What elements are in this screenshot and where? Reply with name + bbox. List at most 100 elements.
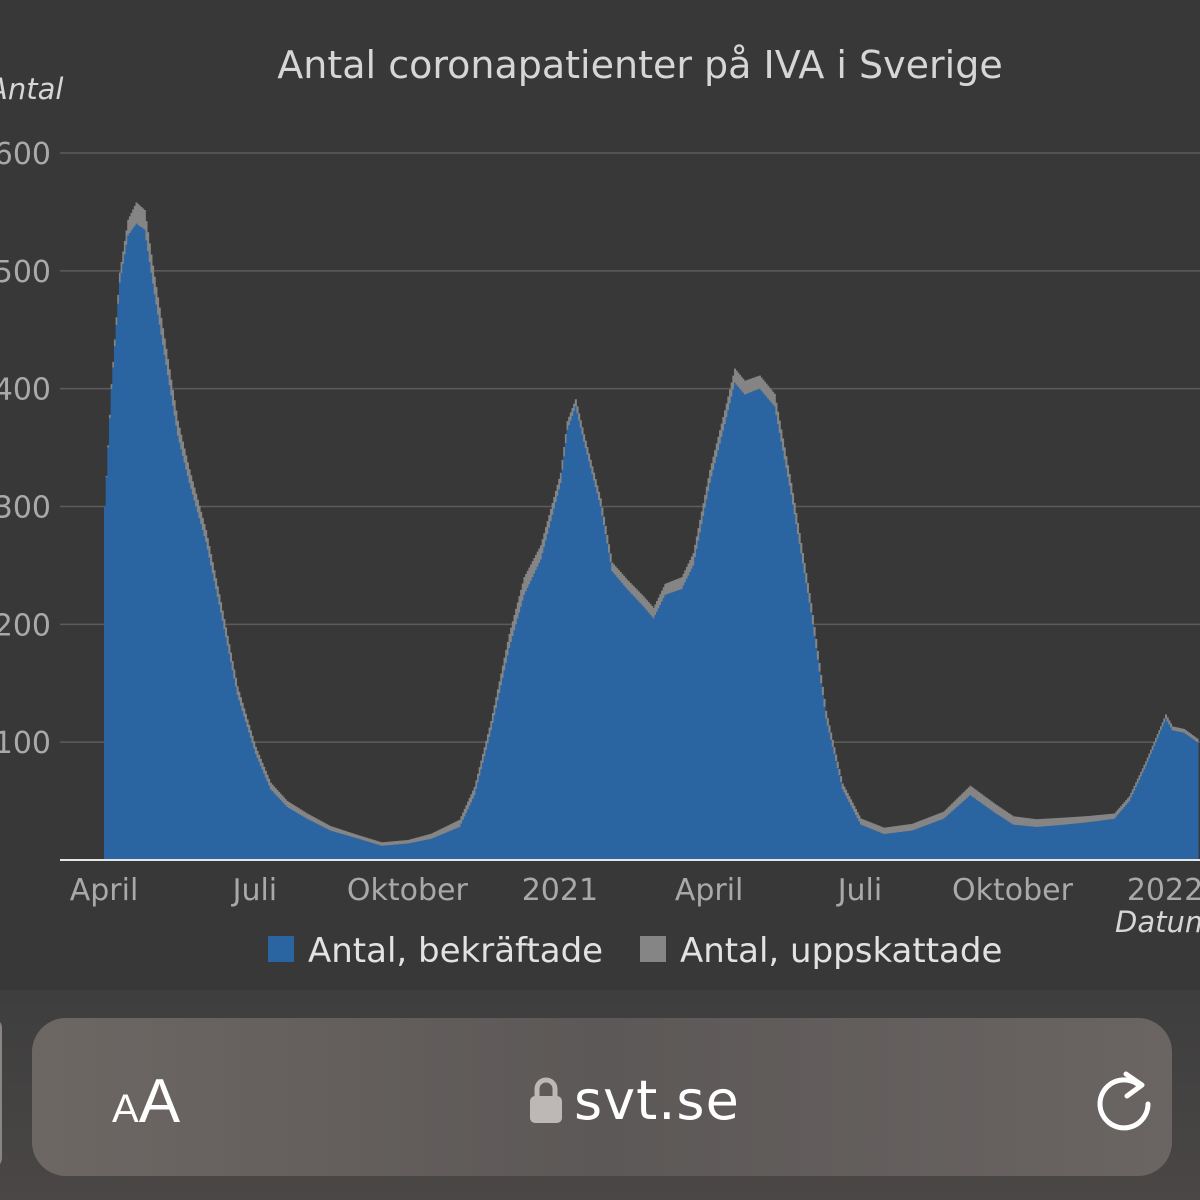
bar-confirmed (551, 514, 554, 860)
bar-estimated (409, 839, 412, 844)
bar-estimated (913, 823, 916, 830)
bar-confirmed (667, 593, 670, 860)
bar-estimated (533, 558, 536, 574)
bar-confirmed (944, 817, 947, 860)
bar-estimated (752, 377, 755, 392)
bar-estimated (394, 841, 397, 845)
bar-estimated (423, 835, 427, 841)
previous-tab-edge[interactable] (0, 1018, 2, 1168)
bar-confirmed (939, 820, 942, 860)
bar-estimated (1057, 817, 1060, 826)
bar-estimated (367, 838, 370, 842)
bar-estimated (795, 512, 798, 525)
bar-confirmed (793, 514, 796, 860)
bar-confirmed (367, 841, 370, 860)
bar-estimated (775, 402, 778, 416)
bar-estimated (636, 589, 639, 600)
bar-confirmed (982, 804, 985, 860)
bar-estimated (289, 803, 292, 809)
bar-confirmed (329, 830, 332, 860)
bar-estimated (1063, 817, 1066, 825)
bar-estimated (1186, 731, 1189, 736)
bar-estimated (112, 361, 115, 368)
bar-confirmed (932, 822, 935, 860)
bar-confirmed (394, 844, 397, 860)
bar-estimated (327, 825, 330, 830)
bar-confirmed (1196, 742, 1199, 860)
bar-confirmed (445, 832, 448, 860)
bar-confirmed (864, 826, 867, 860)
bar-confirmed (929, 823, 932, 860)
bar-estimated (581, 427, 584, 435)
bar-confirmed (727, 410, 730, 860)
bar-confirmed (559, 482, 562, 860)
bar-estimated (1165, 714, 1168, 719)
bar-confirmed (203, 535, 206, 860)
bar-estimated (420, 836, 423, 841)
x-tick-label: Oktober (347, 873, 469, 908)
bar-estimated (1158, 730, 1161, 735)
bar-estimated (375, 840, 378, 845)
bar-confirmed (1098, 820, 1101, 860)
bar-confirmed (1097, 820, 1100, 860)
bar-confirmed (1070, 823, 1073, 860)
bar-confirmed (521, 600, 524, 860)
bar-estimated (1015, 816, 1018, 825)
bar-estimated (307, 814, 310, 820)
bar-confirmed (609, 562, 612, 860)
bar-confirmed (142, 228, 145, 860)
bar-estimated (331, 826, 334, 832)
bar-estimated (377, 841, 380, 845)
bar-confirmed (271, 791, 274, 860)
bar-confirmed (1065, 824, 1068, 860)
bar-estimated (231, 661, 234, 671)
x-tick-label: Juli (836, 873, 883, 908)
bar-estimated (1065, 817, 1068, 825)
address-bar[interactable]: AA svt.se (32, 1018, 1172, 1176)
bar-confirmed (239, 705, 242, 860)
bar-confirmed (158, 324, 161, 860)
bar-confirmed (485, 749, 488, 860)
bar-confirmed (506, 655, 509, 860)
bar-confirmed (571, 415, 574, 860)
bar-confirmed (364, 840, 367, 860)
bar-estimated (1007, 812, 1010, 822)
bar-estimated (641, 594, 644, 605)
bar-confirmed (263, 773, 266, 860)
bar-estimated (1145, 761, 1148, 766)
bar-estimated (629, 582, 632, 593)
bar-confirmed (901, 831, 904, 860)
bar-estimated (753, 377, 756, 391)
bar-estimated (548, 515, 551, 528)
bar-estimated (778, 420, 781, 433)
bar-confirmed (1037, 826, 1040, 860)
bar-confirmed (135, 223, 138, 860)
bar-estimated (490, 720, 493, 731)
bar-confirmed (477, 782, 480, 860)
bar-confirmed (274, 794, 277, 860)
bar-estimated (491, 713, 494, 723)
bar-confirmed (795, 524, 798, 860)
bar-estimated (612, 564, 616, 574)
bar-estimated (972, 788, 975, 798)
bar-estimated (153, 276, 156, 295)
bar-estimated (544, 527, 548, 541)
bar-confirmed (168, 385, 171, 860)
bar-estimated (196, 499, 199, 513)
bar-confirmed (581, 434, 584, 860)
bar-confirmed (1179, 732, 1182, 860)
url-display[interactable]: svt.se (528, 1068, 740, 1132)
bar-confirmed (180, 449, 183, 860)
bar-confirmed (778, 432, 781, 860)
reload-icon[interactable] (1090, 1066, 1158, 1134)
text-size-button[interactable]: AA (112, 1066, 180, 1136)
bar-estimated (503, 657, 506, 671)
bar-estimated (1095, 815, 1098, 822)
bar-estimated (942, 811, 945, 819)
bar-confirmed (1153, 746, 1156, 860)
bar-confirmed (737, 386, 740, 860)
bar-confirmed (896, 832, 899, 860)
bar-confirmed (838, 775, 841, 860)
bar-estimated (790, 482, 793, 495)
bar-estimated (1183, 728, 1186, 733)
